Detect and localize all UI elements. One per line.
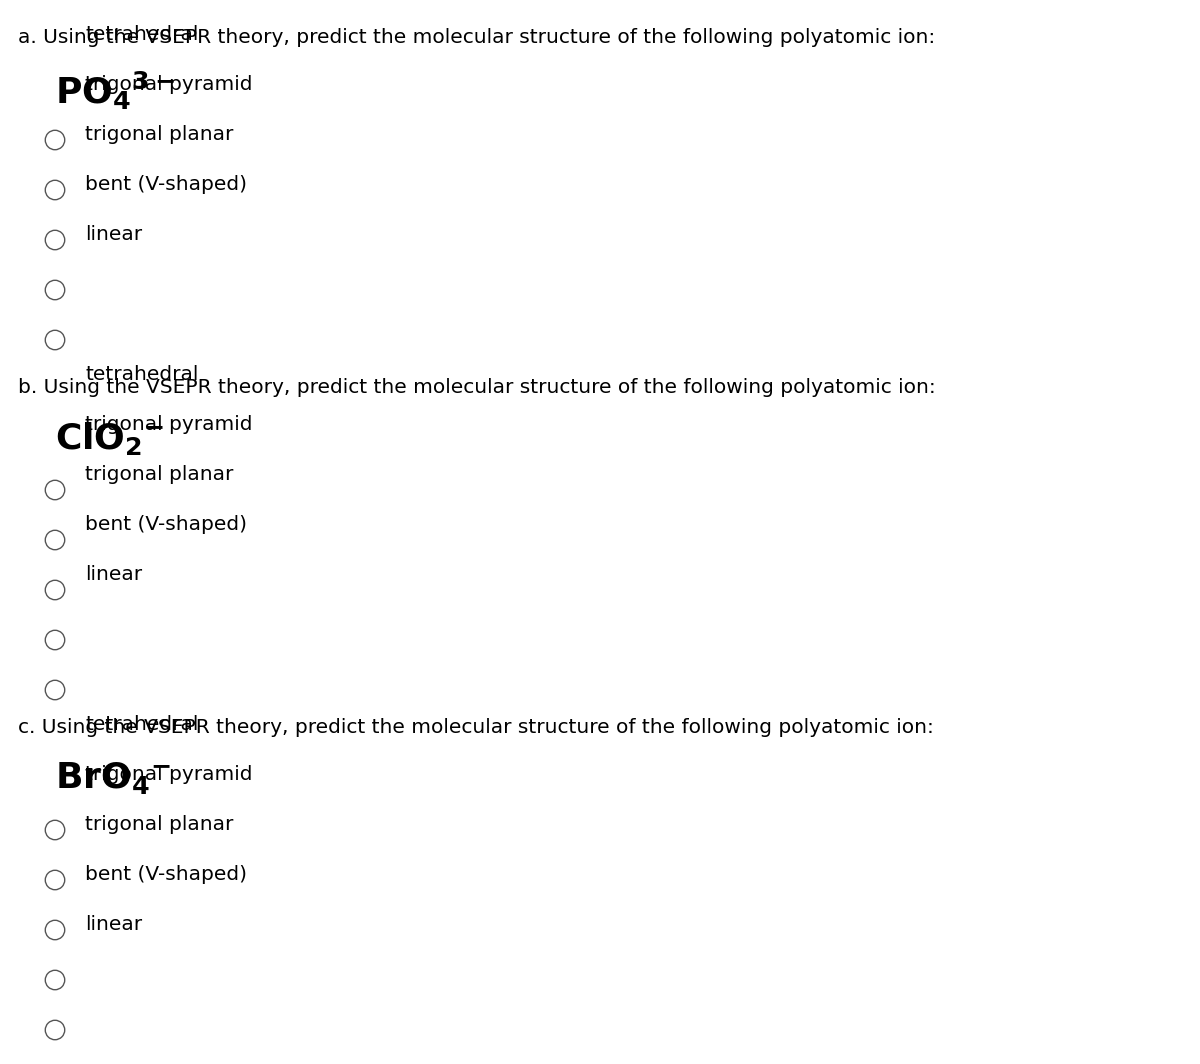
Text: bent (V-shaped): bent (V-shaped) [85,864,247,883]
Text: tetrahedral: tetrahedral [85,24,198,44]
Text: trigonal pyramid: trigonal pyramid [85,74,252,94]
Text: linear: linear [85,914,142,933]
Text: bent (V-shaped): bent (V-shaped) [85,174,247,194]
Text: trigonal planar: trigonal planar [85,815,233,833]
Text: tetrahedral: tetrahedral [85,715,198,733]
Text: $\bf{PO}$$\bf{_{4}}$$\bf{^{3-}}$: $\bf{PO}$$\bf{_{4}}$$\bf{^{3-}}$ [55,70,174,112]
Text: trigonal pyramid: trigonal pyramid [85,415,252,433]
Text: linear: linear [85,565,142,583]
Text: trigonal planar: trigonal planar [85,124,233,144]
Text: b. Using the VSEPR theory, predict the molecular structure of the following poly: b. Using the VSEPR theory, predict the m… [18,378,936,397]
Text: trigonal pyramid: trigonal pyramid [85,765,252,783]
Text: tetrahedral: tetrahedral [85,365,198,383]
Text: $\bf{BrO}$$\bf{_{4}}$$\bf{^{−}}$: $\bf{BrO}$$\bf{_{4}}$$\bf{^{−}}$ [55,760,170,796]
Text: c. Using the VSEPR theory, predict the molecular structure of the following poly: c. Using the VSEPR theory, predict the m… [18,718,934,737]
Text: bent (V-shaped): bent (V-shaped) [85,515,247,533]
Text: trigonal planar: trigonal planar [85,465,233,483]
Text: linear: linear [85,225,142,244]
Text: $\bf{ClO}$$\bf{_{2}}$$\bf{^{−}}$: $\bf{ClO}$$\bf{_{2}}$$\bf{^{−}}$ [55,420,164,458]
Text: a. Using the VSEPR theory, predict the molecular structure of the following poly: a. Using the VSEPR theory, predict the m… [18,28,935,47]
